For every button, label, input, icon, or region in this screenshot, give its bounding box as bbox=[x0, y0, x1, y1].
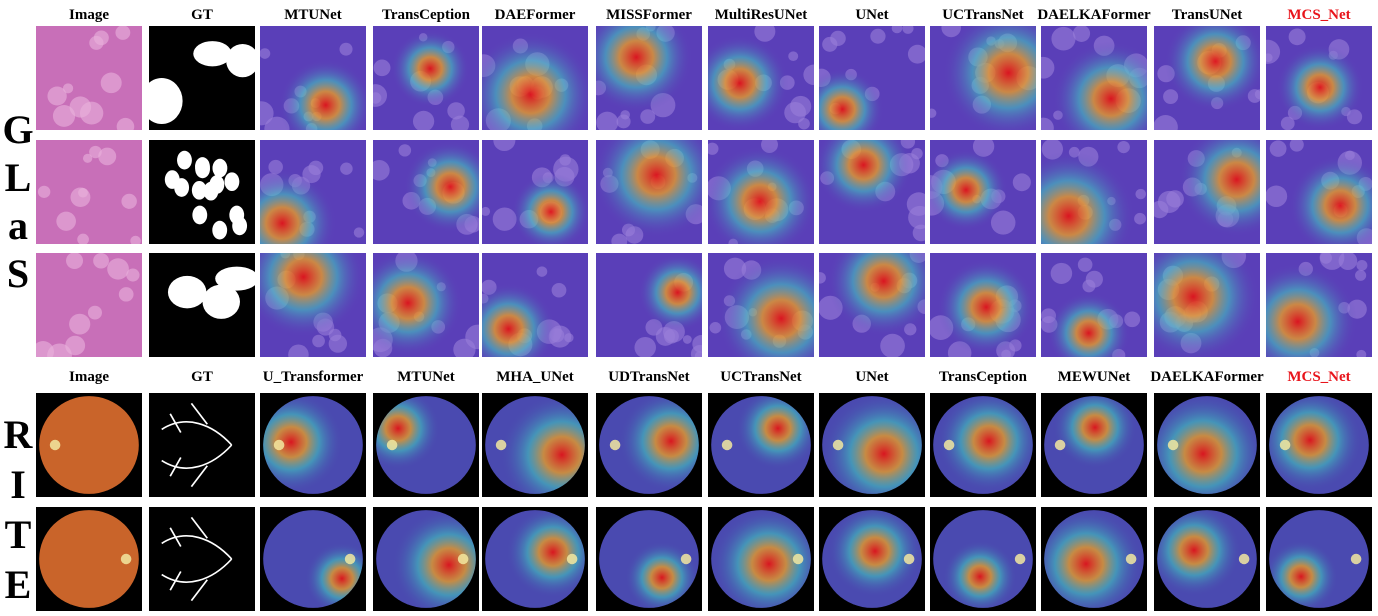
rite-column-header: TransCeption bbox=[938, 369, 1028, 385]
histology-image bbox=[36, 253, 142, 357]
glas-column-header: DAELKAFormer bbox=[1037, 7, 1151, 23]
glas-column-header: MultiResUNet bbox=[714, 7, 808, 23]
rite-column-header: GT bbox=[191, 369, 213, 385]
heatmap-cell bbox=[373, 253, 479, 357]
heatmap-cell bbox=[819, 253, 925, 357]
heatmap-cell bbox=[708, 26, 814, 130]
rite-row-label: R I T E bbox=[0, 415, 36, 605]
fundus-image bbox=[36, 393, 142, 497]
glas-column-header: TransUNet bbox=[1171, 7, 1243, 23]
histology-image bbox=[36, 140, 142, 244]
heatmap-cell bbox=[1041, 393, 1147, 497]
glas-letter: G bbox=[2, 107, 34, 152]
heatmap-cell bbox=[1266, 26, 1372, 130]
heatmap-cell bbox=[482, 140, 588, 244]
rite-column-header: DAELKAFormer bbox=[1150, 369, 1264, 385]
heatmap-cell bbox=[1266, 393, 1372, 497]
heatmap-cell bbox=[596, 140, 702, 244]
heatmap-cell bbox=[708, 140, 814, 244]
heatmap-cell bbox=[1266, 507, 1372, 611]
heatmap-cell bbox=[373, 507, 479, 611]
glas-column-header: MISSFormer bbox=[606, 7, 692, 23]
glas-column-header: DAEFormer bbox=[494, 7, 576, 23]
heatmap-cell bbox=[482, 26, 588, 130]
rite-column-header: Image bbox=[69, 369, 109, 385]
glas-column-header: Image bbox=[69, 7, 109, 23]
heatmap-cell bbox=[260, 26, 366, 130]
heatmap-cell bbox=[1154, 507, 1260, 611]
ground-truth-mask bbox=[149, 253, 255, 357]
rite-column-header: MHA_UNet bbox=[496, 369, 574, 385]
ground-truth-vessels bbox=[149, 393, 255, 497]
rite-column-header: UNet bbox=[855, 369, 889, 385]
heatmap-cell bbox=[819, 393, 925, 497]
heatmap-cell bbox=[373, 140, 479, 244]
heatmap-cell bbox=[596, 253, 702, 357]
rite-column-header: UDTransNet bbox=[608, 369, 690, 385]
rite-letter: I bbox=[10, 462, 26, 507]
glas-column-header: MTUNet bbox=[284, 7, 342, 23]
heatmap-cell bbox=[930, 253, 1036, 357]
heatmap-cell bbox=[373, 26, 479, 130]
glas-column-header: MCS_Net bbox=[1287, 7, 1351, 23]
heatmap-cell bbox=[1041, 140, 1147, 244]
heatmap-cell bbox=[1041, 507, 1147, 611]
rite-column-header: U_Transformer bbox=[262, 369, 364, 385]
heatmap-cell bbox=[1041, 253, 1147, 357]
heatmap-cell bbox=[930, 507, 1036, 611]
heatmap-cell bbox=[260, 507, 366, 611]
ground-truth-mask bbox=[149, 140, 255, 244]
heatmap-cell bbox=[260, 140, 366, 244]
rite-column-header: MEWUNet bbox=[1057, 369, 1131, 385]
heatmap-cell bbox=[482, 253, 588, 357]
heatmap-cell bbox=[482, 507, 588, 611]
heatmap-cell bbox=[1041, 26, 1147, 130]
glas-column-header: UCTransNet bbox=[942, 7, 1024, 23]
heatmap-cell bbox=[1154, 26, 1260, 130]
heatmap-cell bbox=[1154, 393, 1260, 497]
heatmap-cell bbox=[819, 507, 925, 611]
heatmap-cell bbox=[930, 393, 1036, 497]
rite-letter: T bbox=[4, 512, 32, 557]
heatmap-cell bbox=[819, 140, 925, 244]
heatmap-cell bbox=[1266, 140, 1372, 244]
rite-column-header: MCS_Net bbox=[1287, 369, 1351, 385]
heatmap-cell bbox=[1154, 140, 1260, 244]
heatmap-cell bbox=[819, 26, 925, 130]
rite-column-header: MTUNet bbox=[397, 369, 455, 385]
heatmap-cell bbox=[260, 393, 366, 497]
heatmap-cell bbox=[373, 393, 479, 497]
heatmap-cell bbox=[1266, 253, 1372, 357]
heatmap-cell bbox=[708, 507, 814, 611]
heatmap-cell bbox=[482, 393, 588, 497]
glas-column-header: GT bbox=[191, 7, 213, 23]
heatmap-cell bbox=[930, 140, 1036, 244]
heatmap-cell bbox=[708, 393, 814, 497]
glas-column-header: UNet bbox=[855, 7, 889, 23]
rite-letter: E bbox=[4, 562, 32, 607]
heatmap-cell bbox=[708, 253, 814, 357]
ground-truth-vessels bbox=[149, 507, 255, 611]
rite-column-header: UCTransNet bbox=[720, 369, 802, 385]
glas-letter: L bbox=[4, 155, 32, 200]
glas-column-header: TransCeption bbox=[381, 7, 471, 23]
glas-row-label: G L a S bbox=[0, 110, 36, 294]
rite-letter: R bbox=[3, 412, 33, 457]
heatmap-cell bbox=[596, 507, 702, 611]
histology-image bbox=[36, 26, 142, 130]
heatmap-cell bbox=[596, 393, 702, 497]
ground-truth-mask bbox=[149, 26, 255, 130]
glas-letter: a bbox=[8, 203, 28, 248]
heatmap-cell bbox=[1154, 253, 1260, 357]
glas-letter: S bbox=[6, 251, 30, 296]
fundus-image bbox=[36, 507, 142, 611]
heatmap-cell bbox=[930, 26, 1036, 130]
heatmap-cell bbox=[596, 26, 702, 130]
heatmap-cell bbox=[260, 253, 366, 357]
